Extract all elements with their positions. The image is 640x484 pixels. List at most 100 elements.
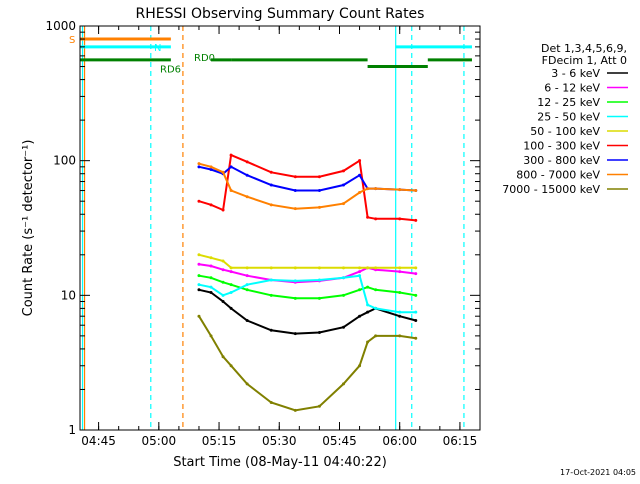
plot-frame <box>79 25 481 431</box>
data-point-4-9 <box>358 266 362 270</box>
data-point-3-2 <box>221 293 225 297</box>
x-tick-label-3: 05:30 <box>262 434 297 448</box>
data-point-0-1 <box>209 290 213 294</box>
data-point-0-13 <box>414 319 418 323</box>
data-point-7-11 <box>374 187 378 191</box>
data-point-3-13 <box>414 310 418 314</box>
x-tick-label-6: 06:15 <box>443 434 478 448</box>
legend-header-1: FDecim 1, Att 0 <box>542 54 627 67</box>
annotation-rd6-label: RD6 <box>160 65 181 76</box>
data-point-5-2 <box>221 208 225 212</box>
data-point-0-3 <box>229 306 233 310</box>
data-point-6-7 <box>317 189 321 193</box>
data-point-2-5 <box>269 293 273 297</box>
data-point-3-4 <box>245 283 249 287</box>
data-point-3-3 <box>229 290 233 294</box>
data-point-7-0 <box>197 162 201 166</box>
data-point-8-2 <box>221 355 225 359</box>
legend-label-1: 6 - 12 keV <box>544 82 600 95</box>
data-point-6-5 <box>269 183 273 187</box>
data-point-1-1 <box>209 264 213 268</box>
data-point-4-2 <box>221 259 225 263</box>
data-point-4-5 <box>269 266 273 270</box>
data-point-7-7 <box>317 205 321 209</box>
data-point-3-1 <box>209 285 213 289</box>
data-point-5-11 <box>374 217 378 221</box>
data-point-4-11 <box>374 266 378 270</box>
legend-label-6: 300 - 800 keV <box>523 154 600 167</box>
data-point-8-0 <box>197 314 201 318</box>
data-point-1-0 <box>197 262 201 266</box>
data-point-8-6 <box>293 408 297 412</box>
data-point-8-4 <box>245 382 249 386</box>
data-point-4-0 <box>197 253 201 257</box>
data-point-4-8 <box>341 266 345 270</box>
data-point-0-9 <box>358 314 362 318</box>
footer-date: 17-Oct-2021 04:05 <box>560 468 636 477</box>
data-point-3-11 <box>374 306 378 310</box>
data-point-5-9 <box>358 159 362 163</box>
data-point-7-9 <box>358 191 362 195</box>
data-point-2-7 <box>317 296 321 300</box>
data-point-5-1 <box>209 203 213 207</box>
annotation-s-label: S <box>69 35 75 46</box>
data-point-5-6 <box>293 175 297 179</box>
data-point-7-10 <box>366 187 370 191</box>
data-point-3-8 <box>341 276 345 280</box>
data-point-5-8 <box>341 169 345 173</box>
x-tick-label-1: 05:00 <box>142 434 177 448</box>
data-point-3-10 <box>366 303 370 307</box>
data-point-8-12 <box>398 334 402 338</box>
x-tick-label-5: 06:00 <box>382 434 417 448</box>
data-point-4-4 <box>245 266 249 270</box>
data-point-7-6 <box>293 207 297 211</box>
data-point-2-1 <box>209 276 213 280</box>
data-point-7-2 <box>221 170 225 174</box>
data-point-7-13 <box>414 189 418 193</box>
legend: Det 1,3,4,5,6,9,FDecim 1, Att 03 - 6 keV… <box>502 42 628 196</box>
data-point-5-0 <box>197 199 201 203</box>
data-point-8-8 <box>341 382 345 386</box>
data-point-4-6 <box>293 266 297 270</box>
data-point-0-8 <box>341 325 345 329</box>
data-point-8-11 <box>374 334 378 338</box>
series-line-5 <box>198 153 416 222</box>
data-point-6-1 <box>209 167 213 171</box>
data-point-6-4 <box>245 173 249 177</box>
data-point-7-5 <box>269 203 273 207</box>
y-tick-label-0: 1 <box>68 423 76 437</box>
plot-area: S N RD0 RD6 <box>69 26 472 430</box>
x-axis-label: Start Time (08-May-11 04:40:22) <box>173 455 387 470</box>
legend-label-5: 100 - 300 keV <box>523 140 600 153</box>
data-point-8-9 <box>358 364 362 368</box>
axes: 04:45 05:00 05:15 05:30 05:45 06:00 06:15 1 10 10… <box>45 19 481 448</box>
y-tick-label-3: 1000 <box>45 19 76 33</box>
data-point-1-12 <box>398 270 402 274</box>
y-tick-label-1: 10 <box>61 288 76 302</box>
data-point-8-13 <box>414 336 418 340</box>
data-point-3-0 <box>197 283 201 287</box>
x-tick-label-2: 05:15 <box>202 434 237 448</box>
data-point-7-1 <box>209 165 213 169</box>
data-point-2-13 <box>414 293 418 297</box>
data-point-6-0 <box>197 165 201 169</box>
data-point-5-5 <box>269 170 273 174</box>
data-point-0-0 <box>197 288 201 292</box>
x-tick-label-0: 04:45 <box>81 434 116 448</box>
series-line-6 <box>198 165 416 192</box>
series-line-2 <box>198 274 416 300</box>
data-point-1-4 <box>245 274 249 278</box>
data-point-2-2 <box>221 280 225 284</box>
data-point-0-6 <box>293 332 297 336</box>
data-point-1-13 <box>414 272 418 276</box>
data-point-8-3 <box>229 364 233 368</box>
data-point-7-8 <box>341 202 345 206</box>
data-point-3-9 <box>358 274 362 278</box>
y-axis-label: Count Rate (s⁻¹ detector⁻¹) <box>21 140 36 317</box>
chart-title: RHESSI Observing Summary Count Rates <box>136 6 425 22</box>
data-point-8-1 <box>209 334 213 338</box>
data-point-1-3 <box>229 270 233 274</box>
x-tick-label-4: 05:45 <box>322 434 357 448</box>
